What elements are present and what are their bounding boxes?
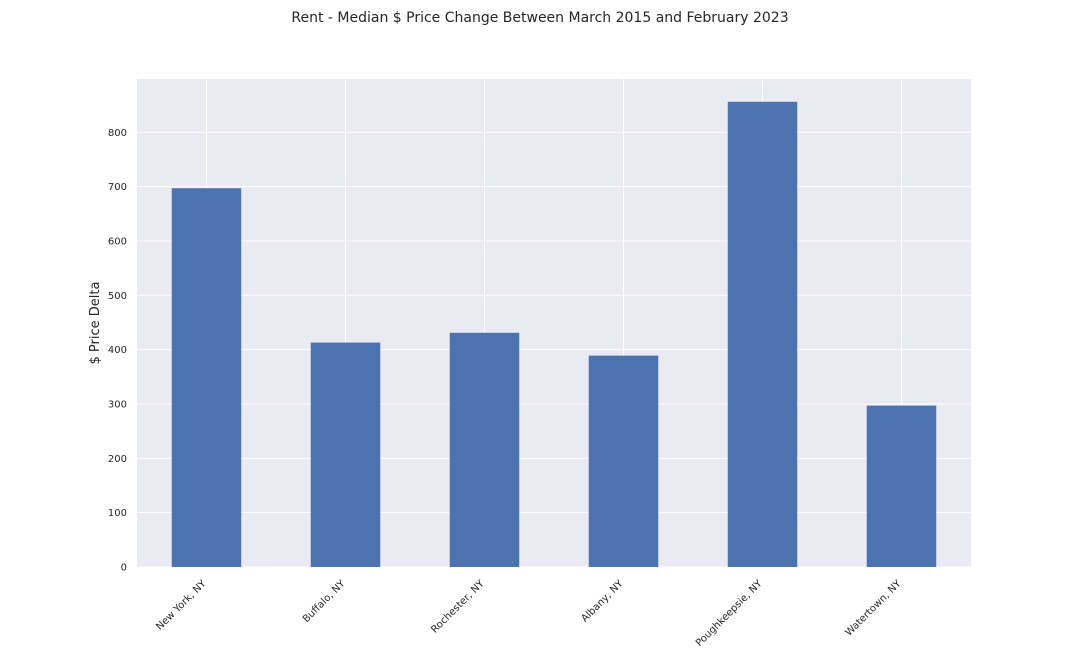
y-tick-label: 700: [108, 182, 127, 193]
x-tick-label: Albany, NY: [579, 578, 626, 625]
x-tick-labels: New York, NY Buffalo, NY Rochester, NY Alba…: [154, 578, 904, 648]
x-tick-label: New York, NY: [154, 578, 209, 633]
y-tick-label: 300: [108, 399, 127, 410]
plot-area: [137, 79, 971, 567]
bar: [449, 332, 520, 567]
y-tick-label: 0: [121, 563, 127, 574]
chart-title: Rent - Median $ Price Change Between Mar…: [291, 10, 789, 26]
y-tick-label: 200: [108, 454, 127, 465]
bar: [171, 188, 242, 567]
x-tick-label: Poughkeepsie, NY: [694, 578, 765, 648]
x-tick-label: Rochester, NY: [429, 578, 487, 636]
x-tick-label: Buffalo, NY: [301, 578, 348, 625]
bar: [866, 405, 937, 567]
y-tick-label: 800: [108, 128, 127, 139]
bar: [588, 355, 659, 567]
y-tick-label: 600: [108, 236, 127, 247]
bars: [171, 101, 937, 568]
y-tick-label: 500: [108, 291, 127, 302]
bar: [310, 342, 381, 567]
y-tick-labels: 0 100 200 300 400 500 600 700 800: [108, 128, 127, 574]
bar: [727, 101, 798, 568]
y-tick-label: 100: [108, 508, 127, 519]
y-tick-label: 400: [108, 345, 127, 356]
x-tick-label: Watertown, NY: [843, 578, 904, 639]
y-axis-label: $ Price Delta: [88, 282, 103, 365]
